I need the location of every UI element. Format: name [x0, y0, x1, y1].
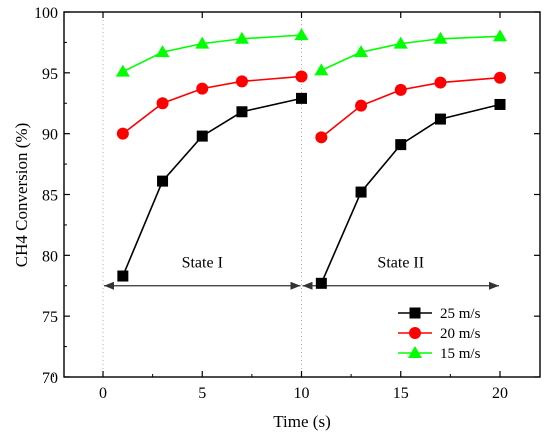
data-point-0	[355, 186, 367, 198]
data-point-0	[315, 277, 327, 289]
data-point-0	[157, 175, 169, 187]
data-point-1	[235, 75, 248, 88]
legend-marker	[409, 307, 421, 319]
data-point-2	[433, 31, 448, 44]
y-tick-label: 95	[42, 66, 58, 83]
data-point-0	[236, 106, 248, 118]
state-label: State I	[182, 255, 223, 272]
y-tick-label: 85	[42, 188, 58, 205]
data-point-2	[493, 29, 507, 42]
data-point-2	[314, 63, 329, 76]
data-point-0	[395, 139, 407, 151]
x-tick-label: 5	[198, 385, 206, 402]
data-point-1	[494, 71, 506, 84]
data-point-2	[393, 36, 408, 49]
legend-label: 15 m/s	[440, 346, 481, 362]
data-point-1	[355, 99, 368, 112]
data-point-0	[494, 98, 506, 110]
state-label: State II	[377, 255, 424, 272]
legend-label: 25 m/s	[440, 306, 481, 322]
y-tick-label: 80	[42, 248, 58, 265]
data-point-2	[195, 36, 210, 49]
data-point-1	[116, 127, 129, 140]
data-point-2	[354, 45, 369, 58]
x-axis-label: Time (s)	[273, 412, 330, 431]
data-point-2	[234, 31, 249, 44]
data-point-2	[155, 45, 170, 58]
x-tick-label: 10	[294, 385, 310, 402]
series-line-2	[321, 35, 501, 72]
data-point-1	[315, 131, 328, 144]
legend-marker	[408, 346, 422, 358]
data-point-0	[117, 270, 129, 282]
y-tick-label: 90	[42, 127, 58, 144]
data-point-0	[296, 92, 307, 104]
data-point-1	[196, 82, 209, 95]
data-point-0	[196, 130, 208, 142]
y-tick-label: 70	[42, 370, 58, 387]
x-tick-label: 0	[99, 385, 107, 402]
data-point-1	[295, 70, 308, 83]
data-point-2	[115, 64, 130, 77]
legend-label: 20 m/s	[440, 326, 481, 342]
data-point-1	[156, 97, 169, 110]
data-point-0	[434, 113, 446, 125]
y-axis-label: CH4 Conversion (%)	[12, 123, 31, 267]
legend-marker	[409, 327, 421, 339]
data-point-1	[394, 83, 407, 96]
series-line-1	[320, 76, 501, 138]
x-tick-label: 15	[393, 385, 409, 402]
series-line-0	[122, 97, 302, 277]
data-point-2	[294, 28, 309, 41]
y-tick-label: 100	[34, 5, 58, 22]
data-point-1	[434, 76, 447, 89]
y-tick-label: 75	[42, 309, 58, 326]
plot-frame	[63, 11, 541, 378]
x-tick-label: 20	[492, 385, 508, 402]
series-line-2	[122, 34, 302, 73]
